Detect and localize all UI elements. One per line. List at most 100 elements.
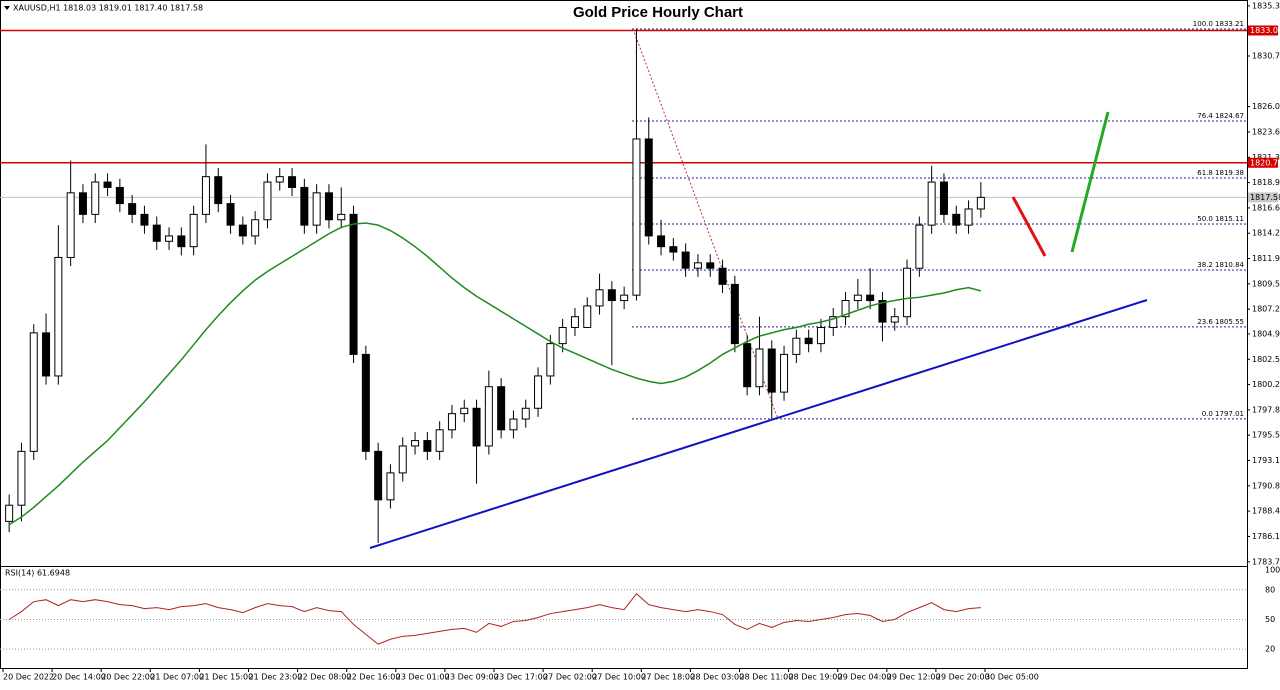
candle-body	[263, 181, 272, 221]
price-line-label: 1833.07	[1250, 26, 1280, 35]
candle-body	[792, 337, 801, 355]
x-tick-label: 20 Dec 22:00	[101, 673, 155, 682]
candle-body	[816, 326, 825, 345]
current-price-label: 1817.58	[1250, 193, 1280, 202]
candle-body	[128, 203, 137, 215]
y-tick-label: 1821.30	[1252, 153, 1280, 162]
x-tick-label: 23 Dec 09:00	[445, 673, 499, 682]
moving-average	[8, 222, 982, 526]
candle-body	[927, 181, 936, 226]
candle-body	[730, 283, 739, 345]
y-tick-label: 1830.70	[1252, 52, 1280, 61]
candle-body	[755, 348, 764, 388]
candle-body	[226, 203, 235, 226]
y-tick-label: 1790.80	[1252, 481, 1280, 490]
y-tick-label: 1809.55	[1252, 279, 1280, 288]
candle-body	[435, 429, 444, 452]
y-tick-label: 1804.90	[1252, 329, 1280, 338]
candle-body	[374, 450, 383, 501]
y-tick-label: 1793.15	[1252, 456, 1280, 465]
y-tick-label: 1823.65	[1252, 127, 1280, 136]
candle-body	[521, 407, 530, 420]
y-tick-label: 1783.75	[1252, 557, 1280, 566]
candle-body	[201, 176, 210, 215]
x-tick-label: 27 Dec 18:00	[641, 673, 695, 682]
trend-line	[369, 299, 1148, 549]
rsi-label: RSI(14) 61.6948	[5, 569, 70, 578]
x-tick-label: 29 Dec 20:00	[936, 673, 990, 682]
candle-body	[632, 138, 641, 296]
rsi-tick-label: 80	[1265, 585, 1275, 594]
x-tick-label: 22 Dec 08:00	[298, 673, 352, 682]
candle-body	[657, 235, 666, 248]
fib-label: 61.8 1819.38	[1197, 169, 1244, 177]
fib-label: 38.2 1810.84	[1197, 261, 1244, 269]
rsi-tick-label: 100	[1265, 566, 1280, 575]
y-tick-label: 1788.45	[1252, 507, 1280, 516]
down-arrow-line	[1011, 196, 1047, 257]
candle-body	[497, 386, 506, 431]
candle-body	[398, 445, 407, 474]
x-tick-label: 23 Dec 01:00	[396, 673, 450, 682]
candle-body	[681, 251, 690, 269]
x-tick-label: 22 Dec 16:00	[347, 673, 401, 682]
candle-body	[472, 407, 481, 447]
candle-body	[952, 213, 961, 226]
y-tick-label: 1816.60	[1252, 203, 1280, 212]
candle-body	[890, 316, 899, 323]
y-tick-label: 1797.85	[1252, 405, 1280, 414]
up-arrow-line	[1070, 111, 1110, 253]
candle-body	[829, 316, 838, 328]
candle-body	[804, 337, 813, 345]
candle-body	[214, 176, 223, 205]
current-price-box	[1248, 192, 1278, 203]
y-tick-label: 1795.50	[1252, 431, 1280, 440]
x-tick-label: 20 Dec 14:00	[52, 673, 106, 682]
candle-body	[54, 256, 63, 377]
y-tick-label: 1807.20	[1252, 305, 1280, 314]
candle-body	[693, 262, 702, 269]
fib-label: 100.0 1833.21	[1193, 20, 1244, 28]
candle-body	[460, 407, 469, 415]
x-tick-label: 27 Dec 02:00	[543, 673, 597, 682]
chart-header: XAUUSD,H1 1818.03 1819.01 1817.40 1817.5…	[13, 4, 203, 13]
candle-body	[595, 289, 604, 307]
fib-label: 76.4 1824.67	[1197, 112, 1244, 120]
candle-body	[915, 224, 924, 269]
x-tick-label: 30 Dec 05:00	[985, 673, 1039, 682]
rsi-tick-label: 20	[1265, 645, 1275, 654]
rsi-tick-label: 50	[1265, 615, 1275, 624]
candle-body	[42, 332, 51, 377]
candle-body	[337, 213, 346, 221]
fib-connector	[632, 28, 779, 420]
y-tick-label: 1818.95	[1252, 178, 1280, 187]
candle-body	[706, 262, 715, 269]
y-tick-label: 1814.25	[1252, 229, 1280, 238]
candle-body	[546, 343, 555, 377]
x-tick-label: 21 Dec 07:00	[150, 673, 204, 682]
x-tick-label: 28 Dec 03:00	[690, 673, 744, 682]
candle-body	[620, 294, 629, 302]
price-label-box	[1248, 157, 1278, 168]
candle-body	[165, 235, 174, 242]
candle-body	[312, 192, 321, 226]
candle-body	[103, 181, 112, 188]
candle-body	[558, 326, 567, 345]
candle-body	[140, 213, 149, 226]
candle-body	[767, 348, 776, 393]
candle-body	[91, 181, 100, 215]
candle-body	[484, 386, 493, 447]
candle-body	[866, 294, 875, 302]
candle-body	[903, 267, 912, 318]
y-tick-label: 1786.10	[1252, 532, 1280, 541]
rsi-line	[8, 593, 981, 645]
candle-body	[238, 224, 247, 237]
x-tick-label: 29 Dec 12:00	[887, 673, 941, 682]
candle-body	[386, 472, 395, 501]
symbol-icon	[4, 6, 10, 10]
candle-body	[509, 418, 518, 431]
candle-body	[324, 192, 333, 221]
candle-body	[275, 176, 284, 183]
